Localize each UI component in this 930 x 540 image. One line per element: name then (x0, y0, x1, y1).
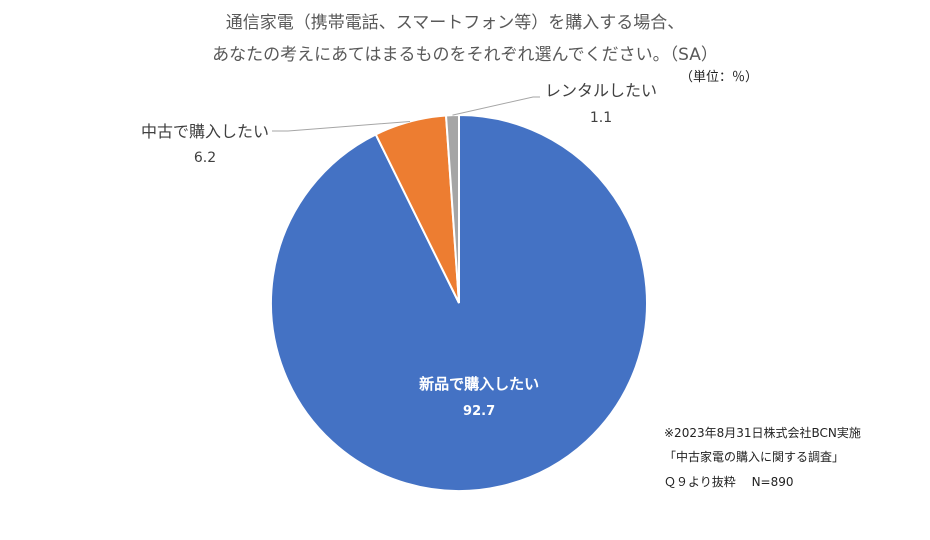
slice-label-2-value: 6.2 (194, 150, 216, 166)
slice-label-2-category: 中古で購入したい (141, 122, 269, 141)
leader-line-2 (272, 121, 411, 132)
chart-subtitle: あなたの考えにあてはまるものをそれぞれ選んでください。（SA） (212, 45, 718, 65)
survey-name-note: 「中古家電の購入に関する調査」 (664, 450, 845, 464)
unit-label: （単位：％） (680, 70, 759, 85)
slice-label-3-value: 1.1 (590, 110, 612, 126)
source-note: ※2023年8月31日株式会社BCN実施 (664, 426, 861, 440)
slice-label-1-category: 新品で購入したい (419, 375, 539, 393)
slice-label-1-value: 92.7 (463, 404, 495, 419)
slice-label-3-category: レンタルしたい (545, 81, 657, 100)
chart-title: 通信家電（携帯電話、スマートフォン等）を購入する場合、 (225, 13, 685, 33)
question-sample-note: Ｑ９より抜粋 N=890 (664, 475, 794, 489)
leader-line-3 (452, 96, 540, 116)
